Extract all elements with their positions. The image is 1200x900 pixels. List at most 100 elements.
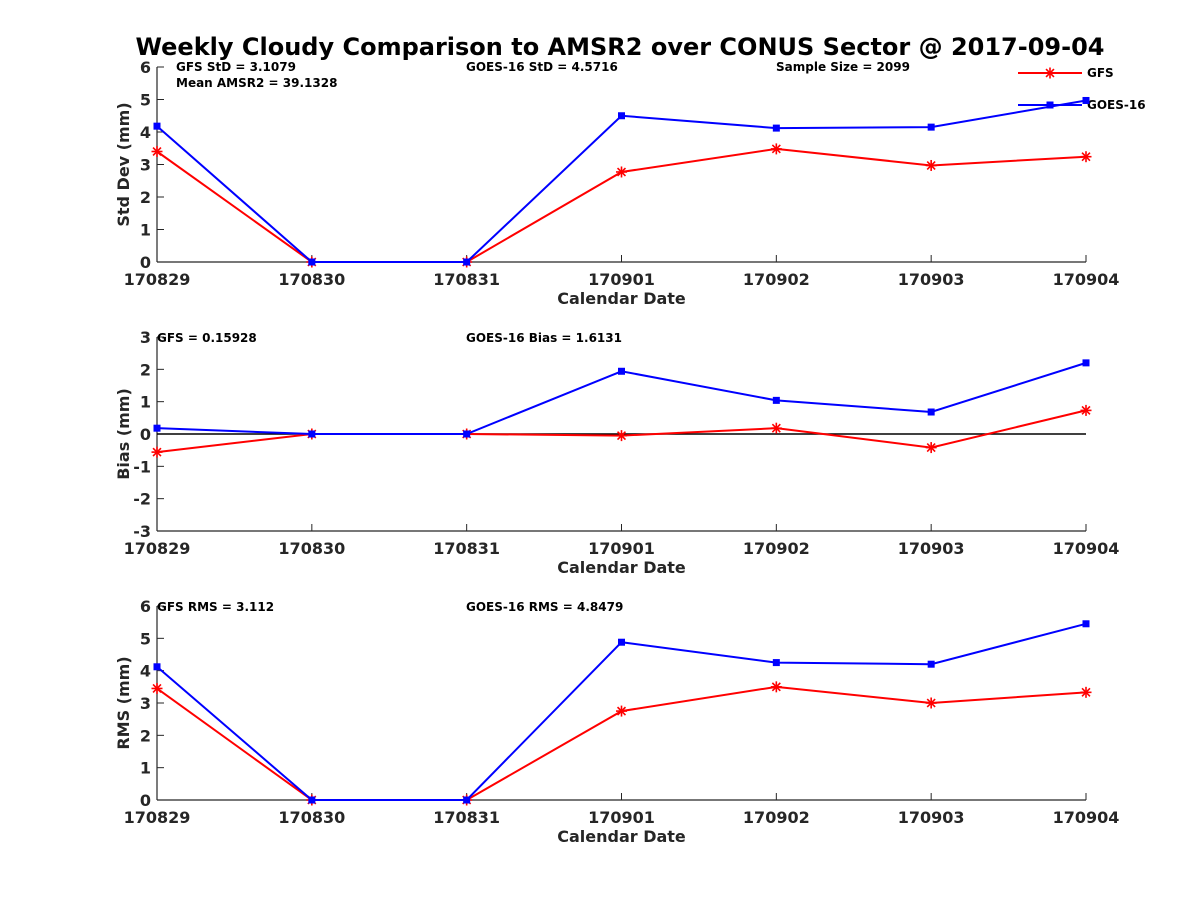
y-tick-label: 4 bbox=[140, 662, 151, 681]
panel-rms: 0 1 2 3 4 5 6 170829 170830 170831 170901 170902 170… bbox=[114, 597, 1119, 846]
data-point-gfs bbox=[770, 681, 782, 693]
series-line-goes-16 bbox=[156, 99, 1087, 263]
data-point-gfs bbox=[925, 159, 937, 171]
x-tick-label: 170903 bbox=[898, 270, 965, 289]
data-point-gfs bbox=[151, 682, 163, 694]
x-tick-label: 170902 bbox=[743, 270, 810, 289]
data-point-gfs bbox=[925, 697, 937, 709]
y-tick-label: 2 bbox=[140, 726, 151, 745]
stat-annotation: GFS RMS = 3.112 bbox=[157, 600, 274, 614]
stat-annotation: GOES-16 RMS = 4.8479 bbox=[466, 600, 623, 614]
data-point-goes-16 bbox=[463, 796, 471, 804]
data-point-gfs bbox=[1080, 404, 1092, 416]
data-point-gfs bbox=[1080, 151, 1092, 163]
data-point-gfs-stroke bbox=[616, 431, 627, 441]
data-point-goes-16 bbox=[1082, 96, 1090, 104]
y-tick-label: 3 bbox=[140, 694, 151, 713]
panel-bias: -3 -2 -1 0 1 2 3 170829 170830 170831 170901 170902… bbox=[114, 328, 1119, 577]
x-tick-label: 170830 bbox=[278, 808, 345, 827]
y-tick-label: 6 bbox=[140, 597, 151, 616]
data-point-gfs bbox=[1080, 686, 1092, 698]
stat-annotation: GOES-16 StD = 4.5716 bbox=[466, 60, 618, 74]
data-point-goes-16 bbox=[618, 112, 625, 120]
chart-title: Weekly Cloudy Comparison to AMSR2 over C… bbox=[136, 33, 1105, 61]
data-point-gfs bbox=[616, 430, 627, 442]
data-point-gfs-stroke bbox=[1081, 687, 1091, 697]
data-point-gfs-stroke bbox=[926, 160, 936, 171]
y-tick-label: 1 bbox=[140, 221, 151, 240]
legend-marker-goes-16 bbox=[1046, 101, 1054, 109]
legend-label-goes-16: GOES-16 bbox=[1087, 98, 1146, 112]
x-tick-label: 170831 bbox=[433, 808, 500, 827]
x-tick-label: 170904 bbox=[1053, 808, 1120, 827]
y-axis-label: Std Dev (mm) bbox=[114, 102, 133, 226]
stat-annotation: GOES-16 Bias = 1.6131 bbox=[466, 331, 622, 345]
x-tick-label: 170904 bbox=[1053, 539, 1120, 558]
data-point-goes-16 bbox=[618, 638, 625, 646]
x-tick-label: 170831 bbox=[433, 270, 500, 289]
data-point-gfs-stroke bbox=[616, 706, 627, 716]
data-point-gfs-stroke bbox=[152, 683, 162, 693]
x-tick-label: 170902 bbox=[743, 808, 810, 827]
x-tick-label: 170831 bbox=[433, 539, 500, 558]
data-point-gfs bbox=[770, 143, 782, 155]
data-point-goes-16 bbox=[153, 122, 161, 130]
legend-label-gfs: GFS bbox=[1087, 66, 1114, 80]
x-tick-label: 170903 bbox=[898, 808, 965, 827]
y-tick-label: 0 bbox=[140, 425, 151, 444]
y-tick-label: 1 bbox=[140, 759, 151, 778]
data-point-gfs-stroke bbox=[926, 698, 936, 708]
data-point-goes-16 bbox=[153, 663, 161, 671]
data-point-gfs-stroke bbox=[926, 443, 936, 453]
x-tick-label: 170903 bbox=[898, 539, 965, 558]
data-point-goes-16 bbox=[927, 408, 935, 416]
data-point-gfs-stroke bbox=[616, 167, 627, 177]
y-tick-label: 1 bbox=[140, 393, 151, 412]
data-point-goes-16 bbox=[772, 396, 780, 404]
data-point-gfs-stroke bbox=[771, 682, 781, 692]
data-point-gfs-stroke bbox=[152, 447, 162, 457]
data-point-goes-16 bbox=[618, 367, 625, 375]
x-tick-label: 170829 bbox=[124, 539, 191, 558]
y-tick-label: 3 bbox=[140, 156, 151, 175]
y-tick-label: 3 bbox=[140, 328, 151, 347]
data-point-gfs-stroke bbox=[1081, 152, 1091, 162]
x-tick-label: 170904 bbox=[1053, 270, 1120, 289]
data-point-goes-16 bbox=[308, 258, 316, 266]
data-point-gfs bbox=[616, 166, 627, 178]
y-tick-label: 0 bbox=[140, 791, 151, 810]
data-point-goes-16 bbox=[772, 659, 780, 667]
x-tick-label: 170902 bbox=[743, 539, 810, 558]
y-tick-label: -3 bbox=[133, 522, 151, 541]
legend-marker-gfs-stroke bbox=[1045, 68, 1055, 78]
y-tick-label: -2 bbox=[133, 490, 151, 509]
x-axis-label: Calendar Date bbox=[557, 558, 686, 577]
x-tick-label: 170901 bbox=[588, 808, 655, 827]
data-point-goes-16 bbox=[772, 124, 780, 132]
data-point-gfs bbox=[151, 146, 163, 157]
data-point-gfs bbox=[151, 446, 163, 458]
data-point-gfs-stroke bbox=[771, 423, 781, 433]
panel-std-dev: 0 1 2 3 4 5 6 170829 170830 170831 170901 170902 170… bbox=[114, 58, 1119, 308]
x-axis-label: Calendar Date bbox=[557, 289, 686, 308]
y-tick-label: 6 bbox=[140, 58, 151, 77]
stat-annotation: Mean AMSR2 = 39.1328 bbox=[176, 76, 337, 90]
data-point-gfs bbox=[770, 422, 782, 434]
stat-annotation: Sample Size = 2099 bbox=[776, 60, 910, 74]
x-tick-label: 170830 bbox=[278, 539, 345, 558]
x-tick-label: 170829 bbox=[124, 808, 191, 827]
series-line-gfs bbox=[156, 147, 1087, 263]
y-tick-label: 5 bbox=[140, 629, 151, 648]
data-point-goes-16 bbox=[153, 424, 161, 432]
data-point-goes-16 bbox=[927, 660, 935, 668]
y-tick-label: -1 bbox=[133, 457, 151, 476]
x-tick-label: 170901 bbox=[588, 270, 655, 289]
data-point-goes-16 bbox=[927, 123, 935, 131]
stat-annotation: GFS = 0.15928 bbox=[157, 331, 257, 345]
y-axis-label: Bias (mm) bbox=[114, 388, 133, 480]
data-point-gfs-stroke bbox=[152, 146, 162, 157]
series-line-gfs bbox=[156, 685, 1087, 801]
data-point-goes-16 bbox=[1082, 620, 1090, 628]
data-point-gfs bbox=[925, 442, 937, 454]
y-axis-label: RMS (mm) bbox=[114, 656, 133, 749]
